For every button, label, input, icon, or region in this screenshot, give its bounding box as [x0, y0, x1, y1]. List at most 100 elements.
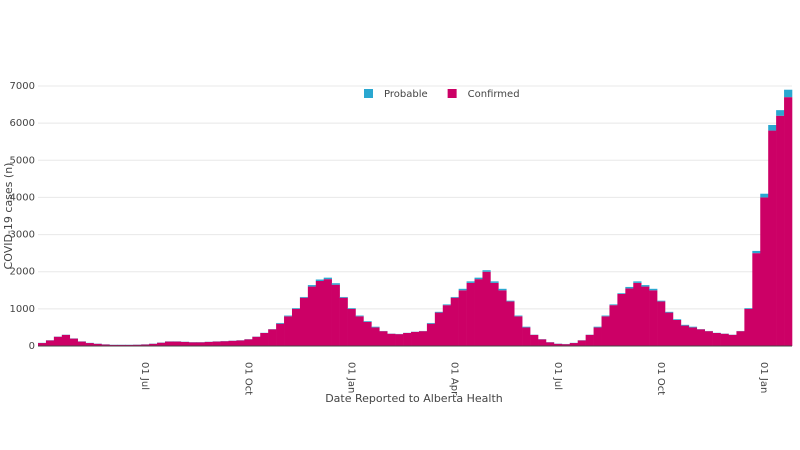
bar-segment — [426, 322, 436, 324]
bar-segment — [672, 319, 682, 320]
y-tick-label: 3000 — [10, 230, 35, 241]
bar-segment — [593, 327, 602, 346]
bar-segment — [522, 326, 531, 328]
bar-segment — [434, 311, 444, 313]
bar-segment — [347, 308, 356, 309]
bar-segment — [728, 334, 737, 346]
x-tick-label: 01 Oct — [242, 362, 253, 395]
bar-segment — [633, 281, 642, 283]
x-tick-label: 01 Jan — [346, 362, 357, 393]
bar-segment — [180, 341, 190, 346]
bar-segment — [776, 115, 785, 346]
bar-segment — [649, 290, 658, 346]
bar-segment — [450, 297, 459, 346]
bar-segment — [490, 282, 499, 346]
bar-segment — [680, 324, 690, 326]
bar-segment — [315, 279, 325, 281]
bar-segment — [85, 343, 94, 346]
bar-segment — [490, 281, 499, 283]
bar-segment — [212, 341, 221, 346]
bar-segment — [498, 290, 507, 346]
bar-segment — [522, 327, 531, 346]
bar-segment — [776, 110, 785, 116]
bar-segment — [553, 343, 563, 346]
bar-segment — [284, 315, 293, 317]
bar-segment — [474, 277, 483, 280]
bar-segment — [93, 343, 102, 346]
bar-segment — [466, 282, 475, 346]
bar-segment — [323, 279, 332, 346]
y-tick-label: 7000 — [10, 81, 35, 92]
bar-segment — [609, 304, 618, 306]
y-tick-label: 4000 — [10, 192, 35, 203]
bar-segment — [53, 336, 63, 346]
bar-segment — [442, 304, 452, 306]
bar-segment — [593, 326, 602, 328]
bar-segment — [157, 342, 166, 346]
bar-segment — [736, 331, 745, 346]
bar-segment — [665, 312, 674, 346]
bar-segment — [625, 286, 634, 289]
bar-segment — [498, 288, 507, 291]
bar-segment — [641, 286, 650, 346]
bar-segment — [339, 296, 348, 298]
bar-segment — [260, 333, 269, 346]
bar-segment — [45, 340, 55, 346]
bar-segment — [450, 296, 459, 298]
bar-segment — [434, 312, 444, 346]
bar-segment — [323, 277, 332, 280]
bar-segment — [228, 340, 237, 346]
bar-segment — [363, 321, 372, 322]
x-tick-label: 01 Jan — [758, 362, 769, 393]
y-tick-label: 6000 — [10, 118, 35, 129]
bar-segment — [561, 344, 571, 346]
y-tick-label: 0 — [29, 341, 35, 352]
bar-segment — [101, 344, 110, 346]
bar-segment — [784, 89, 793, 98]
bar-segment — [530, 334, 539, 346]
bar-segment — [355, 315, 364, 317]
bar-segment — [299, 297, 309, 346]
bar-segment — [61, 334, 71, 346]
bar-segment — [760, 197, 769, 346]
bar-segment — [458, 290, 467, 346]
bar-segment — [371, 326, 380, 328]
bar-segment — [149, 343, 158, 346]
x-tick-label: 01 Oct — [655, 362, 666, 395]
legend-swatch — [447, 89, 457, 98]
bar-segment — [641, 285, 650, 287]
x-tick-label: 01 Jul — [552, 362, 563, 390]
bar-segment — [339, 297, 348, 346]
bar-segment — [760, 193, 769, 198]
bar-segment — [752, 253, 761, 346]
bar-segment — [458, 288, 467, 291]
bar-segment — [395, 334, 404, 346]
bar-segment — [601, 316, 610, 346]
bar-segment — [426, 323, 436, 346]
bar-segment — [291, 308, 301, 309]
bar-segment — [403, 333, 412, 346]
bar-segment — [514, 316, 523, 346]
bar-segment — [204, 341, 213, 346]
bar-segment — [355, 316, 364, 346]
bar-segment — [680, 325, 690, 346]
bar-segment — [784, 97, 793, 347]
bar-segment — [617, 293, 626, 294]
bar-segment — [506, 301, 515, 346]
x-axis-label: Date Reported to Alberta Health — [325, 392, 503, 405]
bar-segment — [268, 329, 277, 346]
bar-segment — [371, 327, 380, 346]
bar-segment — [442, 305, 452, 346]
bar-segment — [466, 281, 475, 283]
bar-segment — [601, 315, 610, 317]
bar-segment — [38, 343, 47, 346]
bar-segment — [387, 333, 396, 346]
bar-segment — [744, 308, 753, 346]
bar-segment — [141, 344, 150, 346]
bar-segment — [276, 322, 285, 324]
bar-segment — [411, 331, 420, 346]
bar-segment — [538, 339, 547, 346]
bar-segment — [331, 284, 340, 346]
bar-segment — [609, 305, 618, 346]
